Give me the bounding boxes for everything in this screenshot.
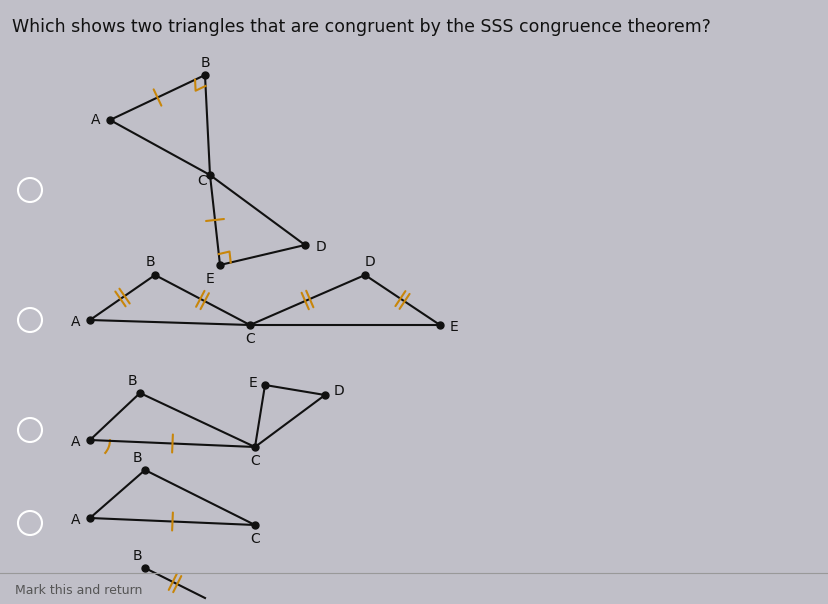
Text: A: A [91, 113, 101, 127]
Text: D: D [364, 255, 375, 269]
Text: B: B [132, 451, 142, 465]
Text: C: C [250, 532, 259, 546]
Text: C: C [250, 454, 259, 468]
Text: B: B [200, 56, 209, 70]
Text: B: B [127, 374, 137, 388]
Text: A: A [71, 513, 80, 527]
Text: E: E [248, 376, 257, 390]
Text: B: B [132, 549, 142, 563]
Text: C: C [245, 332, 254, 346]
Text: Which shows two triangles that are congruent by the SSS congruence theorem?: Which shows two triangles that are congr… [12, 18, 710, 36]
Text: D: D [333, 384, 344, 398]
Text: A: A [71, 315, 80, 329]
Text: D: D [315, 240, 326, 254]
Text: C: C [197, 174, 207, 188]
Text: A: A [71, 435, 80, 449]
Text: E: E [449, 320, 458, 334]
Text: B: B [145, 255, 155, 269]
Text: Mark this and return: Mark this and return [15, 583, 142, 597]
Text: E: E [205, 272, 214, 286]
